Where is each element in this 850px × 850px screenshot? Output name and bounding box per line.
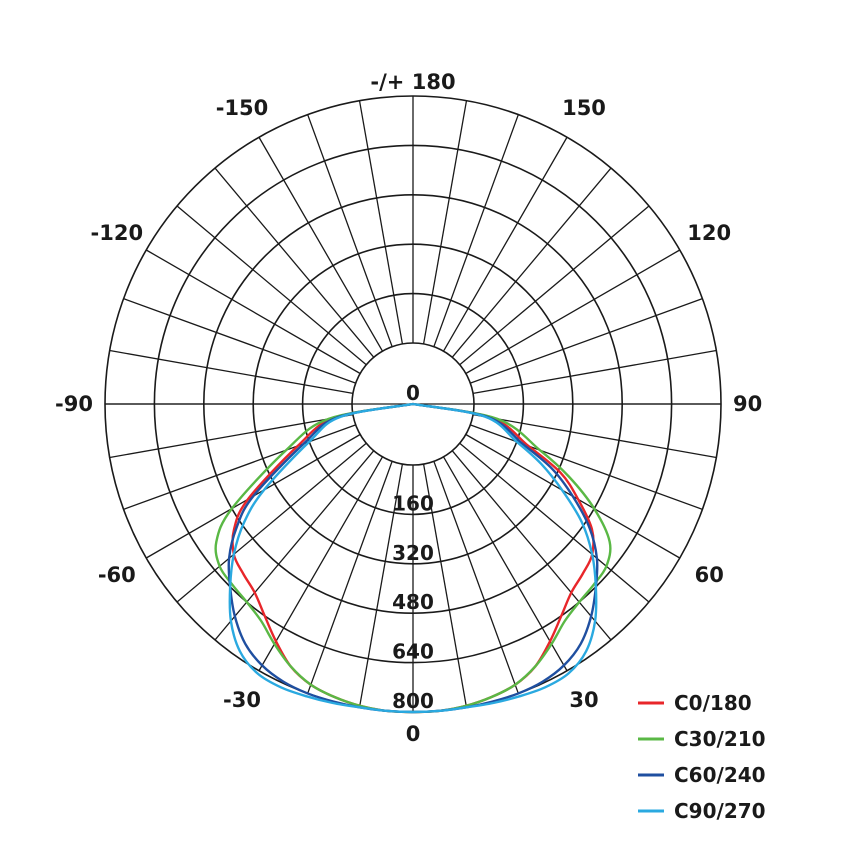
angle-label: 150 [562,96,606,120]
grid-spoke [442,456,568,672]
grid-spoke [214,167,375,358]
angle-label: -150 [216,96,269,120]
grid-spoke [258,136,384,352]
radial-tick-label: 0 [406,381,420,405]
grid-spoke [145,249,361,375]
radial-tick-label: 320 [392,541,434,565]
legend: C0/180 C30/210 C60/240 C90/270 [638,691,766,823]
grid-spoke [451,450,612,641]
radial-tick-label: 160 [392,491,434,515]
legend-label: C90/270 [674,799,766,823]
angle-label: 60 [695,563,724,587]
angle-label: 120 [687,221,731,245]
radial-tick-label: 480 [392,590,434,614]
angle-labels: 0 30 60 90 120 150 -/+ 180 -150 -120 -90 -60 -30 [55,70,762,746]
angle-label: 90 [733,392,762,416]
radial-tick-label: 800 [392,689,434,713]
angle-label: 30 [569,688,598,712]
grid-spoke [472,349,717,395]
angle-label: -60 [98,563,136,587]
grid-spoke [422,100,468,345]
grid-spoke [422,463,468,708]
grid-spoke [123,424,356,510]
grid-spoke [358,100,404,345]
legend-label: C60/240 [674,763,766,787]
grid-spoke [470,298,703,384]
grid-spoke [472,413,717,459]
grid-spoke [459,205,650,366]
grid-spoke [109,349,354,395]
grid-spoke [176,442,367,603]
grid-spoke [470,424,703,510]
radial-tick-labels: 0 160 320 480 640 800 [392,381,434,713]
grid-spoke [433,461,519,694]
series-curve-c90-270 [228,402,598,714]
grid-spoke [433,114,519,347]
grid-spoke [176,205,367,366]
grid-spoke [258,456,384,672]
grid-spoke [109,413,354,459]
grid-spoke [307,114,393,347]
legend-label: C30/210 [674,727,766,751]
angle-label: 0 [406,722,421,746]
grid-spoke [442,136,568,352]
grid-spoke [358,463,404,708]
grid-spoke [123,298,356,384]
grid-spoke [214,450,375,641]
intensity-curves [214,402,612,714]
grid-spoke [459,442,650,603]
angle-label: -90 [55,392,93,416]
angle-label: -30 [223,688,261,712]
grid-spoke [451,167,612,358]
radial-tick-label: 640 [392,640,434,664]
grid-spoke [465,249,681,375]
legend-label: C0/180 [674,691,752,715]
angle-label: -120 [91,221,144,245]
polar-grid [104,95,722,713]
angle-label: -/+ 180 [370,70,455,94]
grid-spoke [307,461,393,694]
